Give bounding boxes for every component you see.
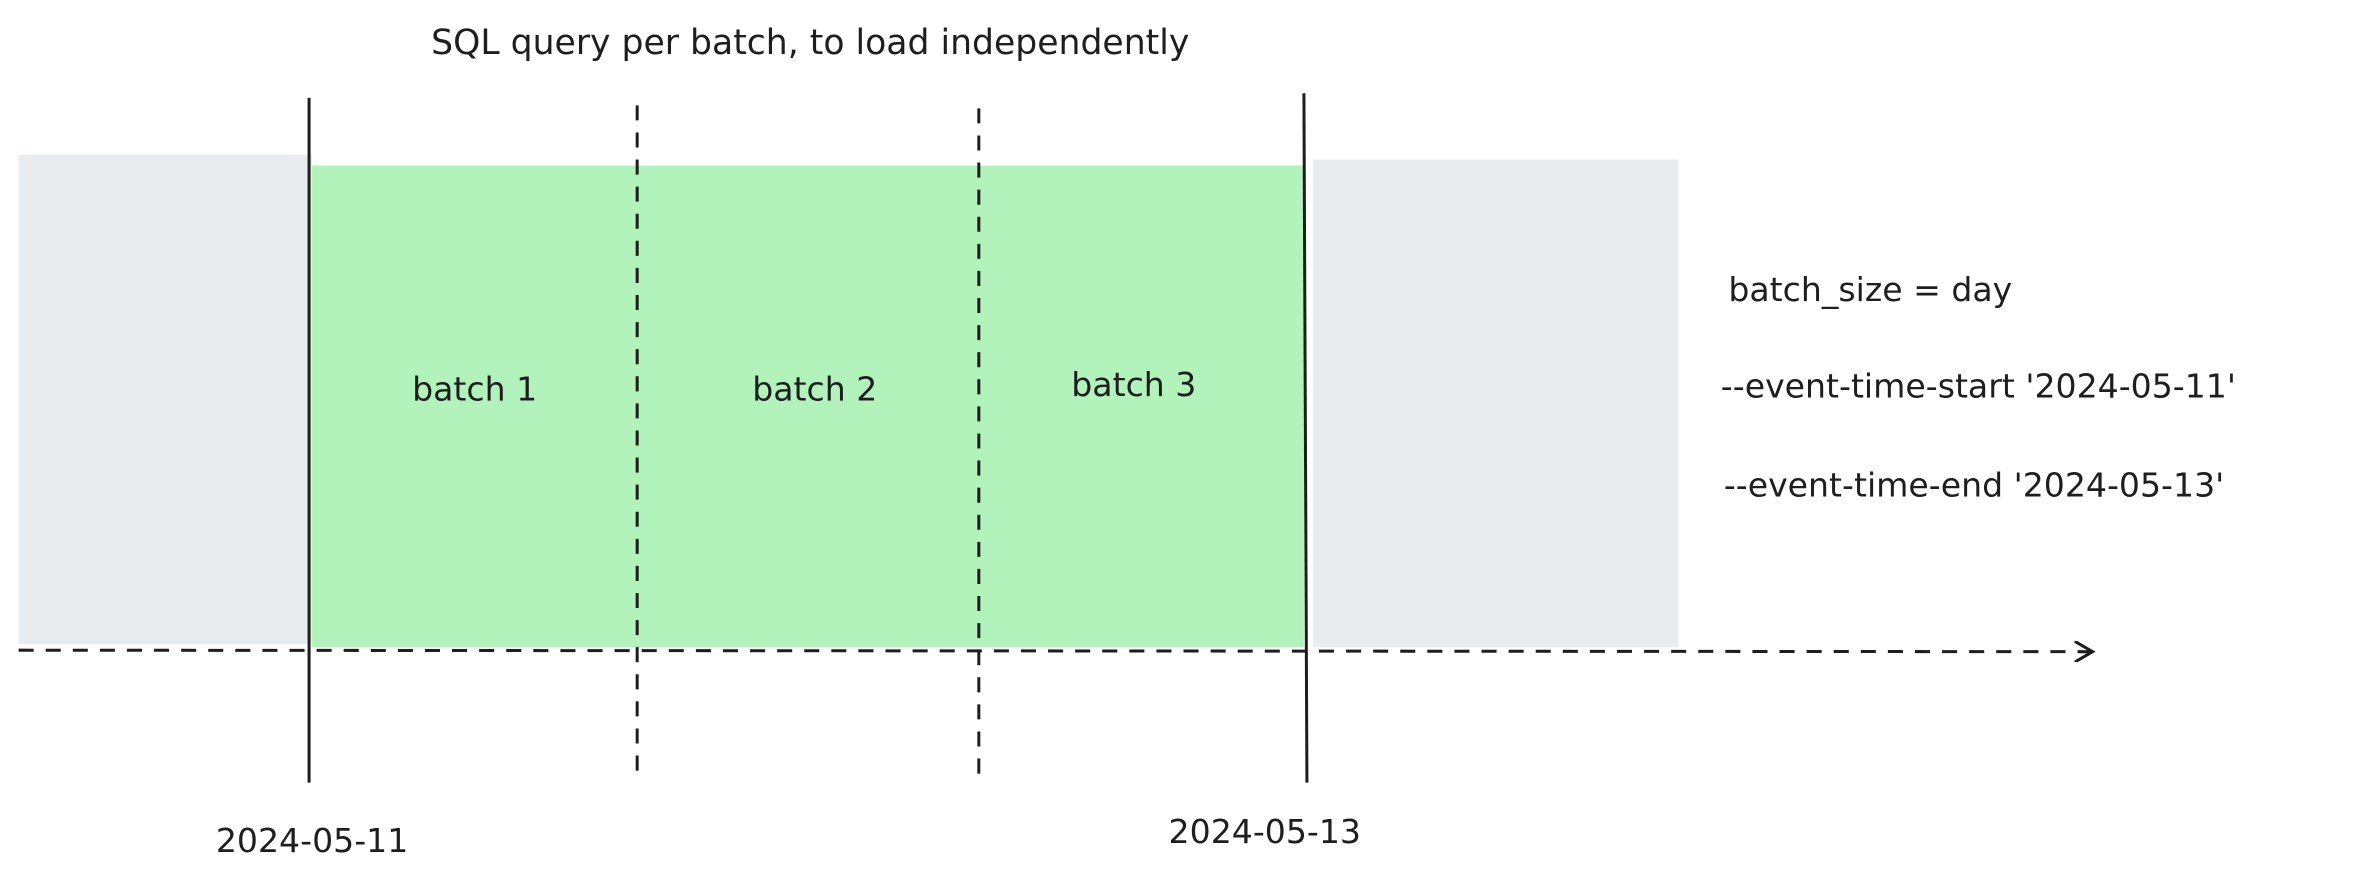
time-axis-arrow bbox=[18, 650, 2093, 652]
outside-range-right bbox=[1312, 159, 1679, 648]
event-time-end-text: --event-time-end '2024-05-13' bbox=[1724, 466, 2224, 505]
batch-label-1: batch 1 bbox=[412, 369, 537, 408]
batch-range bbox=[312, 165, 1304, 648]
batch-label-2: batch 2 bbox=[752, 369, 877, 408]
diagram-title: SQL query per batch, to load independent… bbox=[431, 23, 1189, 63]
event-time-start-text: --event-time-start '2024-05-11' bbox=[1721, 366, 2236, 405]
end-boundary-line bbox=[1302, 93, 1309, 783]
batch-label-3: batch 3 bbox=[1071, 365, 1196, 404]
start-date-label: 2024-05-11 bbox=[216, 821, 408, 860]
end-date-label: 2024-05-13 bbox=[1169, 812, 1361, 851]
batch-size-text: batch_size = day bbox=[1728, 270, 2012, 309]
outside-range-left bbox=[18, 155, 313, 645]
